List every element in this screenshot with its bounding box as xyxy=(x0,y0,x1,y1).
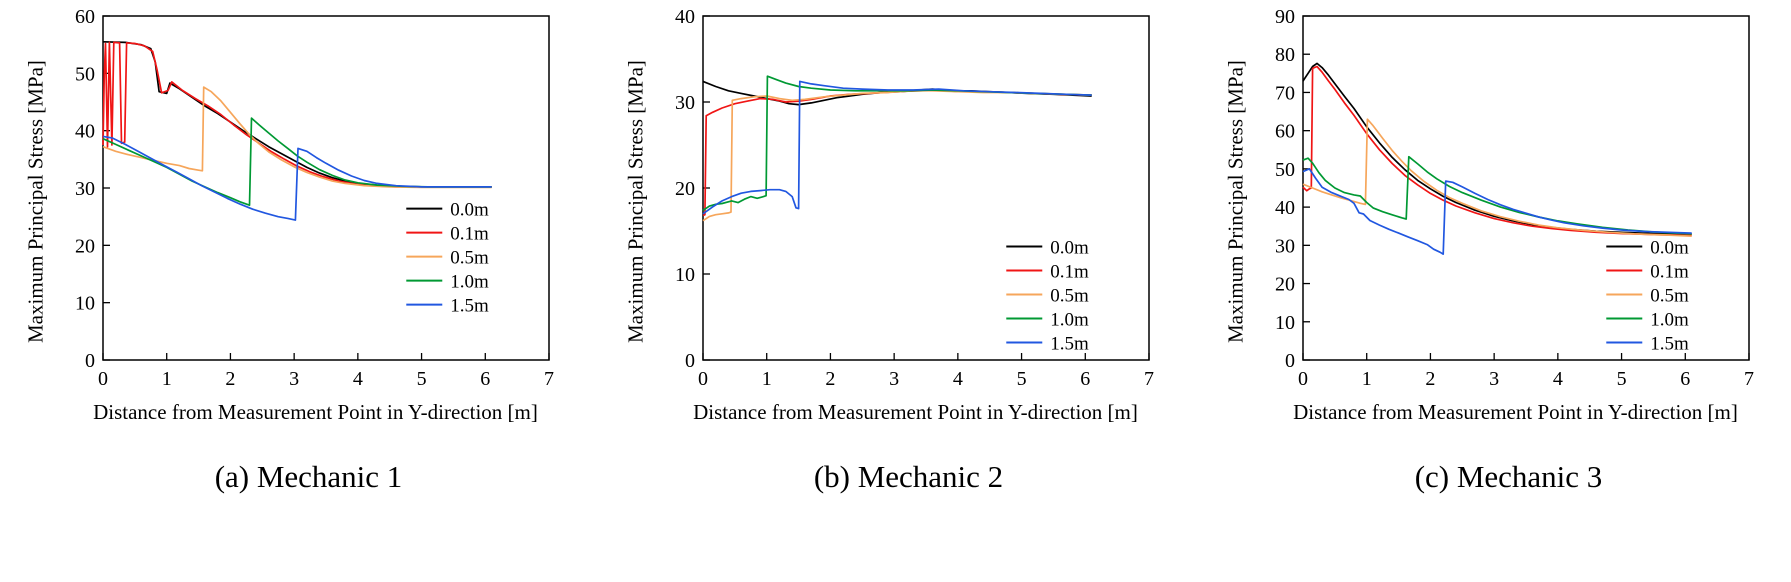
x-tick-label: 7 xyxy=(1144,368,1154,390)
legend-label-0.0m: 0.0m xyxy=(1050,237,1089,258)
x-tick-label: 1 xyxy=(161,368,171,390)
y-axis-label-b: Maximum Principal Stress [MPa] xyxy=(623,60,647,344)
x-tick-label: 5 xyxy=(416,368,426,390)
figure-caption-c: (c) Mechanic 3 xyxy=(1414,459,1603,494)
x-tick-label: 2 xyxy=(225,368,235,390)
series-line-1.5m xyxy=(1302,168,1692,255)
y-tick-label: 0 xyxy=(85,350,95,372)
y-tick-label: 90 xyxy=(1275,6,1295,28)
series-line-0.1m xyxy=(101,41,492,188)
x-tick-label: 5 xyxy=(1016,368,1026,390)
y-tick-label: 40 xyxy=(675,6,695,28)
x-tick-label: 4 xyxy=(352,368,362,390)
x-tick-label: 3 xyxy=(889,368,899,390)
legend-label-0.0m: 0.0m xyxy=(1650,237,1689,258)
legend-label-0.1m: 0.1m xyxy=(1650,261,1689,282)
y-tick-label: 60 xyxy=(75,6,95,28)
x-tick-label: 3 xyxy=(289,368,299,390)
y-axis-label-c: Maximum Principal Stress [MPa] xyxy=(1223,60,1247,344)
legend-label-1.0m: 1.0m xyxy=(450,272,489,293)
x-tick-label: 0 xyxy=(1298,368,1308,390)
y-tick-label: 20 xyxy=(75,235,95,257)
y-tick-label: 10 xyxy=(1275,312,1295,334)
legend-label-0.1m: 0.1m xyxy=(450,224,489,245)
x-tick-label: 1 xyxy=(761,368,771,390)
x-tick-label: 5 xyxy=(1616,368,1626,390)
series-line-0.0m xyxy=(1301,62,1692,236)
x-tick-label: 7 xyxy=(544,368,554,390)
series-line-1.0m xyxy=(102,117,492,207)
y-tick-label: 40 xyxy=(1275,197,1295,219)
plot-frame xyxy=(1301,15,1750,361)
series-line-0.5m xyxy=(102,86,492,189)
legend-label-0.1m: 0.1m xyxy=(1050,261,1089,282)
legend-label-0.5m: 0.5m xyxy=(1050,285,1089,306)
x-tick-label: 0 xyxy=(98,368,108,390)
chart-canvas-a: 0 1 2 3 4 5 6 7 0 10 20 30 40 50 60 0.0m 0.1m 0.5m 1.0m 1.5… xyxy=(75,6,554,390)
series-line-1.5m xyxy=(702,80,1092,215)
legend-label-0.5m: 0.5m xyxy=(1650,285,1689,306)
y-tick-label: 10 xyxy=(75,293,95,315)
y-axis-label-a: Maximum Principal Stress [MPa] xyxy=(23,60,47,344)
y-tick-label: 50 xyxy=(75,63,95,85)
y-tick-label: 60 xyxy=(1275,121,1295,143)
y-tick-label: 20 xyxy=(1275,274,1295,296)
chart-canvas-b: 0 1 2 3 4 5 6 7 0 10 20 30 40 0.0m 0.1m 0.5m 1.0m 1.5m xyxy=(675,6,1154,390)
series-line-0.5m xyxy=(702,89,1092,222)
y-tick-label: 80 xyxy=(1275,44,1295,66)
legend-label-1.5m: 1.5m xyxy=(1650,333,1689,354)
legend-label-0.0m: 0.0m xyxy=(450,200,489,221)
x-tick-label: 6 xyxy=(1080,368,1090,390)
x-tick-label: 4 xyxy=(1552,368,1562,390)
y-tick-label: 30 xyxy=(675,92,695,114)
chart-canvas-c: 0 1 2 3 4 5 6 701020304050607080900.0m0.1m0.5m1… xyxy=(1275,6,1754,390)
y-tick-label: 0 xyxy=(1285,350,1295,372)
legend-label-1.0m: 1.0m xyxy=(1650,309,1689,330)
legend-label-0.5m: 0.5m xyxy=(450,248,489,269)
x-axis-label-c: Distance from Measurement Point in Y-dir… xyxy=(1293,400,1738,424)
x-tick-label: 2 xyxy=(1425,368,1435,390)
x-tick-label: 7 xyxy=(1744,368,1754,390)
legend-label-1.0m: 1.0m xyxy=(1050,309,1089,330)
x-tick-label: 4 xyxy=(952,368,962,390)
y-tick-label: 0 xyxy=(685,350,695,372)
x-tick-label: 0 xyxy=(698,368,708,390)
y-tick-label: 20 xyxy=(675,178,695,200)
x-axis-label-b: Distance from Measurement Point in Y-dir… xyxy=(693,400,1138,424)
plot-frame xyxy=(701,15,1150,361)
y-tick-label: 70 xyxy=(1275,82,1295,104)
y-tick-label: 10 xyxy=(675,264,695,286)
series-line-1.0m xyxy=(1302,155,1692,235)
x-axis-label-a: Distance from Measurement Point in Y-dir… xyxy=(93,400,538,424)
x-tick-label: 3 xyxy=(1489,368,1499,390)
figure-caption-b: (b) Mechanic 2 xyxy=(813,459,1004,494)
legend-label-1.5m: 1.5m xyxy=(450,296,489,317)
y-tick-label: 40 xyxy=(75,121,95,143)
series-line-0.5m xyxy=(1302,118,1692,238)
legend-label-1.5m: 1.5m xyxy=(1050,333,1089,354)
y-tick-label: 50 xyxy=(1275,159,1295,181)
series-line-1.5m xyxy=(102,135,492,221)
figure-caption-a: (a) Mechanic 1 xyxy=(214,459,403,494)
series-line-0.1m xyxy=(1301,65,1692,237)
x-tick-label: 6 xyxy=(480,368,490,390)
x-tick-label: 6 xyxy=(1680,368,1690,390)
x-tick-label: 2 xyxy=(825,368,835,390)
y-tick-label: 30 xyxy=(1275,235,1295,257)
y-tick-label: 30 xyxy=(75,178,95,200)
x-tick-label: 1 xyxy=(1361,368,1371,390)
